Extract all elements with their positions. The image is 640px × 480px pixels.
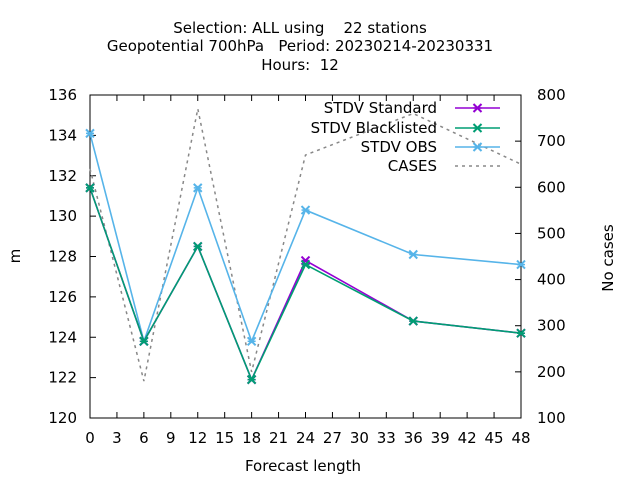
y2-tick-label: 500 — [537, 224, 566, 242]
legend-label: CASES — [388, 157, 437, 175]
x-tick-label: 3 — [112, 429, 122, 447]
x-tick-label: 9 — [166, 429, 176, 447]
data-point — [516, 328, 526, 338]
x-tick-label: 21 — [269, 429, 288, 447]
y-tick-label: 122 — [48, 369, 77, 387]
data-point — [85, 183, 95, 193]
plot-border — [89, 94, 522, 419]
legend-entry: STDV OBS — [361, 138, 500, 156]
series-layer — [85, 108, 526, 385]
x-tick-label: 15 — [215, 429, 234, 447]
x-tick-label: 27 — [323, 429, 342, 447]
y2-tick-label: 700 — [537, 132, 566, 150]
x-tick-label: 48 — [511, 429, 530, 447]
y2-tick-label: 800 — [537, 86, 566, 104]
y2-axis-ticks: 100 200 300 400 500 600 700 800 — [515, 86, 566, 427]
data-point — [193, 183, 203, 193]
x-tick-label: 24 — [296, 429, 315, 447]
y-tick-label: 132 — [48, 167, 77, 185]
y-tick-label: 136 — [48, 86, 77, 104]
y-axis-label: m — [6, 249, 24, 264]
y2-tick-label: 200 — [537, 363, 566, 381]
x-tick-label: 30 — [350, 429, 369, 447]
y2-tick-label: 300 — [537, 317, 566, 335]
series-line-cases — [89, 108, 522, 382]
y2-axis-label: No cases — [599, 224, 617, 292]
title-line-2: Geopotential 700hPa Period: 20230214-202… — [107, 37, 493, 55]
legend-label: STDV OBS — [361, 138, 437, 156]
x-axis-ticks: 0 3 6 9 12 15 18 21 24 27 30 33 36 39 42 45 48 — [85, 95, 531, 447]
x-tick-label: 36 — [404, 429, 423, 447]
x-tick-label: 39 — [431, 429, 450, 447]
y-axis-ticks: 120 122 124 126 128 130 132 134 136 — [48, 86, 96, 427]
legend-marker — [472, 103, 483, 113]
x-tick-label: 12 — [188, 429, 207, 447]
y-tick-label: 124 — [48, 328, 77, 346]
y2-tick-label: 400 — [537, 271, 566, 289]
title-line-3: Hours: 12 — [261, 56, 339, 74]
data-point — [85, 128, 95, 139]
y-tick-label: 134 — [48, 126, 77, 144]
x-tick-label: 6 — [139, 429, 149, 447]
x-tick-label: 18 — [242, 429, 261, 447]
x-axis-label: Forecast length — [245, 457, 361, 475]
series-line-stdv-standard — [89, 187, 522, 382]
y-tick-label: 120 — [48, 409, 77, 427]
data-point — [300, 259, 311, 270]
x-tick-label: 42 — [458, 429, 477, 447]
title-line-1: Selection: ALL using 22 stations — [173, 19, 427, 37]
plot-frame — [89, 94, 522, 419]
legend-entry: STDV Blacklisted — [311, 119, 500, 137]
y2-tick-label: 100 — [537, 409, 566, 427]
legend-entry: CASES — [388, 157, 500, 175]
chart-title: Selection: ALL using 22 stations Geopote… — [107, 19, 493, 74]
data-point — [408, 316, 418, 326]
legend-entry: STDV Standard — [324, 99, 500, 117]
series-line-stdv-blacklisted — [89, 187, 522, 382]
y-tick-label: 130 — [48, 207, 77, 225]
legend-marker — [472, 123, 483, 133]
data-point — [193, 241, 203, 252]
data-point — [300, 205, 311, 215]
y-tick-label: 126 — [48, 288, 77, 306]
x-tick-label: 33 — [377, 429, 396, 447]
legend-label: STDV Blacklisted — [311, 119, 437, 137]
data-point — [408, 249, 418, 260]
x-tick-label: 45 — [485, 429, 504, 447]
legend-marker — [472, 142, 483, 152]
series-line-stdv-obs — [89, 133, 522, 345]
data-point — [246, 336, 257, 346]
y-tick-label: 128 — [48, 248, 77, 266]
data-point — [139, 336, 149, 346]
data-point — [516, 259, 526, 270]
x-tick-label: 0 — [85, 429, 95, 447]
data-point — [246, 374, 257, 385]
legend-label: STDV Standard — [324, 99, 437, 117]
y2-tick-label: 600 — [537, 178, 566, 196]
